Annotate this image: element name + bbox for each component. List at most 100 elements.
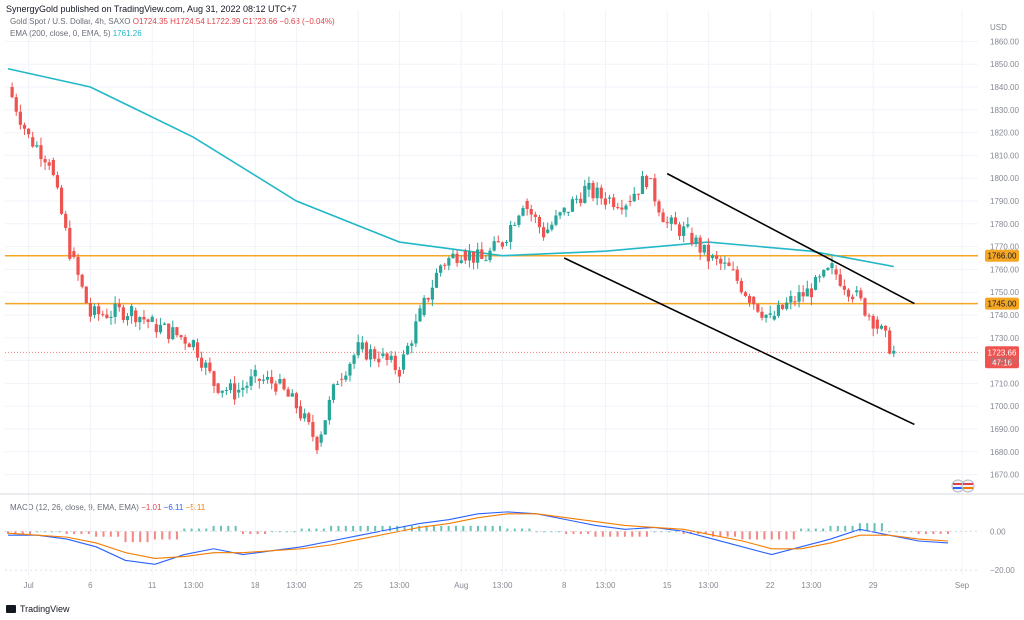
candle-body[interactable] <box>830 263 834 269</box>
candle-body[interactable] <box>134 310 138 323</box>
candle-body[interactable] <box>719 258 723 264</box>
candle-body[interactable] <box>373 349 377 359</box>
channel-trendline[interactable] <box>666 172 915 305</box>
candle-body[interactable] <box>649 178 653 180</box>
candle-body[interactable] <box>10 87 14 98</box>
candle-body[interactable] <box>331 384 336 400</box>
candle-body[interactable] <box>414 321 418 344</box>
candle-body[interactable] <box>393 355 397 370</box>
candle-body[interactable] <box>797 292 801 302</box>
candle-body[interactable] <box>550 224 554 230</box>
candle-body[interactable] <box>529 208 533 215</box>
candle-body[interactable] <box>846 289 851 297</box>
candle-body[interactable] <box>558 212 562 216</box>
candle-body[interactable] <box>500 242 504 247</box>
candle-body[interactable] <box>504 241 509 243</box>
candle-body[interactable] <box>59 187 64 214</box>
candle-body[interactable] <box>162 323 167 325</box>
candle-body[interactable] <box>158 324 163 333</box>
candle-body[interactable] <box>142 316 146 320</box>
candle-body[interactable] <box>385 353 389 360</box>
candle-body[interactable] <box>826 268 830 270</box>
candle-body[interactable] <box>191 340 195 348</box>
candle-body[interactable] <box>364 342 369 360</box>
candle-body[interactable] <box>888 330 892 354</box>
candle-body[interactable] <box>715 255 719 259</box>
candle-body[interactable] <box>336 383 340 385</box>
candle-body[interactable] <box>612 197 616 208</box>
candle-body[interactable] <box>669 217 673 224</box>
candle-body[interactable] <box>702 244 706 253</box>
candle-body[interactable] <box>677 224 682 237</box>
candle-body[interactable] <box>447 258 451 266</box>
candle-body[interactable] <box>68 227 72 259</box>
candle-body[interactable] <box>216 383 220 393</box>
candle-body[interactable] <box>125 316 130 321</box>
candle-body[interactable] <box>35 145 39 147</box>
candle-body[interactable] <box>731 269 735 271</box>
candle-body[interactable] <box>261 379 266 381</box>
candle-body[interactable] <box>257 378 261 381</box>
candle-body[interactable] <box>834 269 838 275</box>
candle-body[interactable] <box>603 198 607 205</box>
candle-body[interactable] <box>22 124 27 129</box>
candle-body[interactable] <box>723 262 727 264</box>
candle-body[interactable] <box>542 227 546 238</box>
candle-body[interactable] <box>204 362 208 368</box>
candle-body[interactable] <box>756 304 760 312</box>
candle-body[interactable] <box>154 324 158 333</box>
candle-body[interactable] <box>241 387 245 390</box>
candle-body[interactable] <box>710 255 715 258</box>
candle-body[interactable] <box>855 290 859 293</box>
candle-body[interactable] <box>533 214 537 218</box>
candle-body[interactable] <box>727 262 731 266</box>
candle-body[interactable] <box>686 224 690 227</box>
candle-body[interactable] <box>43 159 47 163</box>
candle-body[interactable] <box>298 406 303 419</box>
candle-body[interactable] <box>179 335 183 338</box>
candle-body[interactable] <box>303 413 307 419</box>
candle-body[interactable] <box>84 286 88 304</box>
candle-body[interactable] <box>863 298 867 316</box>
candle-body[interactable] <box>121 307 125 321</box>
candle-body[interactable] <box>698 237 702 253</box>
candle-body[interactable] <box>282 379 286 390</box>
candle-body[interactable] <box>851 296 855 300</box>
candle-body[interactable] <box>813 276 818 290</box>
candle-body[interactable] <box>224 389 228 391</box>
candle-body[interactable] <box>657 201 661 213</box>
candle-body[interactable] <box>344 375 348 380</box>
candle-body[interactable] <box>809 288 813 298</box>
candle-body[interactable] <box>793 301 797 303</box>
candle-body[interactable] <box>171 327 175 340</box>
candle-body[interactable] <box>694 237 698 244</box>
candle-body[interactable] <box>397 369 401 377</box>
candle-body[interactable] <box>496 241 500 243</box>
candle-body[interactable] <box>537 217 542 228</box>
candle-body[interactable] <box>167 323 171 340</box>
candle-body[interactable] <box>109 316 113 318</box>
candle-body[interactable] <box>842 285 846 290</box>
candle-body[interactable] <box>822 269 826 277</box>
candle-body[interactable] <box>360 342 364 350</box>
candle-body[interactable] <box>410 343 414 346</box>
candle-body[interactable] <box>562 207 566 213</box>
candle-body[interactable] <box>801 292 805 297</box>
candle-body[interactable] <box>521 208 525 216</box>
candle-body[interactable] <box>80 274 84 287</box>
candle-body[interactable] <box>307 413 311 423</box>
candle-body[interactable] <box>780 304 785 309</box>
candle-body[interactable] <box>212 371 216 386</box>
candle-body[interactable] <box>146 319 150 322</box>
candle-body[interactable] <box>789 296 793 303</box>
candle-body[interactable] <box>513 224 517 226</box>
macd-label[interactable]: MACD (12, 26, close, 9, EMA, EMA) <box>10 503 139 512</box>
candle-body[interactable] <box>113 303 117 317</box>
macd-signal-line[interactable] <box>7 513 949 560</box>
candle-body[interactable] <box>187 343 191 348</box>
candle-body[interactable] <box>455 253 459 264</box>
candle-body[interactable] <box>249 376 253 386</box>
candle-body[interactable] <box>72 251 76 257</box>
candle-body[interactable] <box>294 393 298 409</box>
ema-label[interactable]: EMA (200, close, 0, EMA, 5) <box>10 29 111 38</box>
